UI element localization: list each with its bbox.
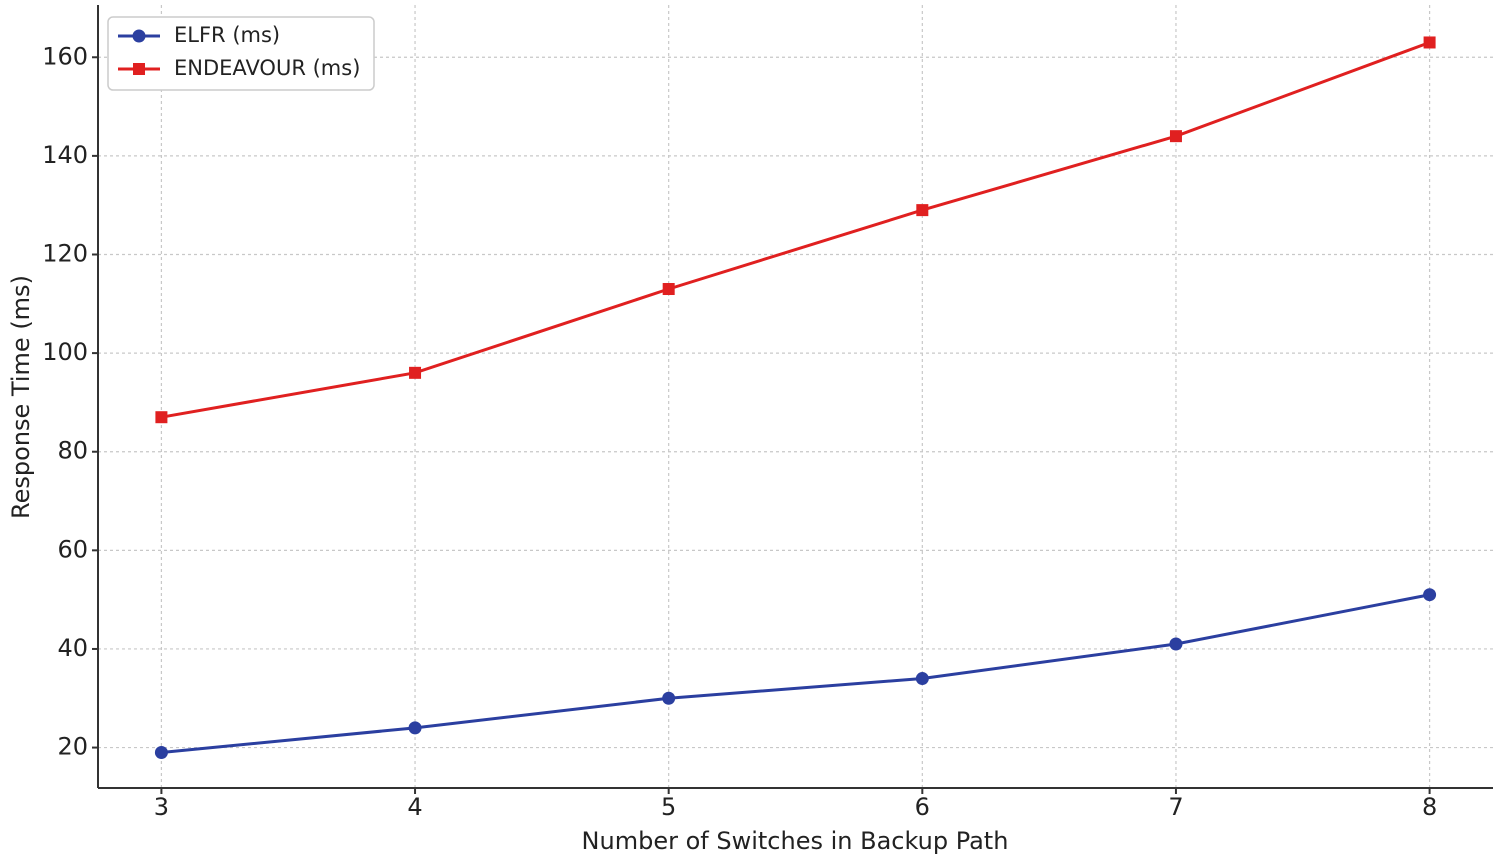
x-tick-label: 6 bbox=[915, 793, 930, 821]
x-tick-label: 7 bbox=[1168, 793, 1183, 821]
marker bbox=[915, 672, 929, 686]
marker bbox=[409, 366, 422, 379]
x-tick-label: 8 bbox=[1422, 793, 1437, 821]
marker bbox=[408, 721, 422, 735]
legend-label: ENDEAVOUR (ms) bbox=[174, 56, 360, 80]
series-line bbox=[161, 593, 1430, 754]
y-tick-label: 20 bbox=[57, 733, 88, 761]
marker bbox=[662, 283, 675, 296]
marker bbox=[1423, 36, 1436, 49]
x-tick-label: 3 bbox=[154, 793, 169, 821]
y-tick-label: 100 bbox=[42, 338, 88, 366]
y-tick-label: 60 bbox=[57, 535, 88, 563]
marker bbox=[662, 691, 676, 705]
marker bbox=[1169, 130, 1182, 143]
legend-box bbox=[107, 16, 375, 91]
marker bbox=[155, 411, 168, 424]
x-tick-label: 5 bbox=[661, 793, 676, 821]
marker bbox=[154, 745, 168, 759]
y-tick-label: 40 bbox=[57, 634, 88, 662]
y-axis-label: Response Time (ms) bbox=[7, 275, 35, 519]
x-tick-label: 4 bbox=[407, 793, 422, 821]
marker bbox=[916, 204, 929, 217]
y-tick-label: 80 bbox=[57, 437, 88, 465]
series-line bbox=[161, 41, 1431, 419]
y-tick-label: 120 bbox=[42, 239, 88, 267]
legend-label: ELFR (ms) bbox=[174, 23, 280, 47]
marker bbox=[1169, 637, 1183, 651]
legend-marker bbox=[132, 29, 146, 43]
x-axis-label: Number of Switches in Backup Path bbox=[582, 827, 1009, 855]
y-tick-label: 140 bbox=[42, 141, 88, 169]
y-tick-label: 160 bbox=[42, 42, 88, 70]
legend-marker bbox=[133, 63, 145, 75]
marker bbox=[1423, 588, 1437, 602]
